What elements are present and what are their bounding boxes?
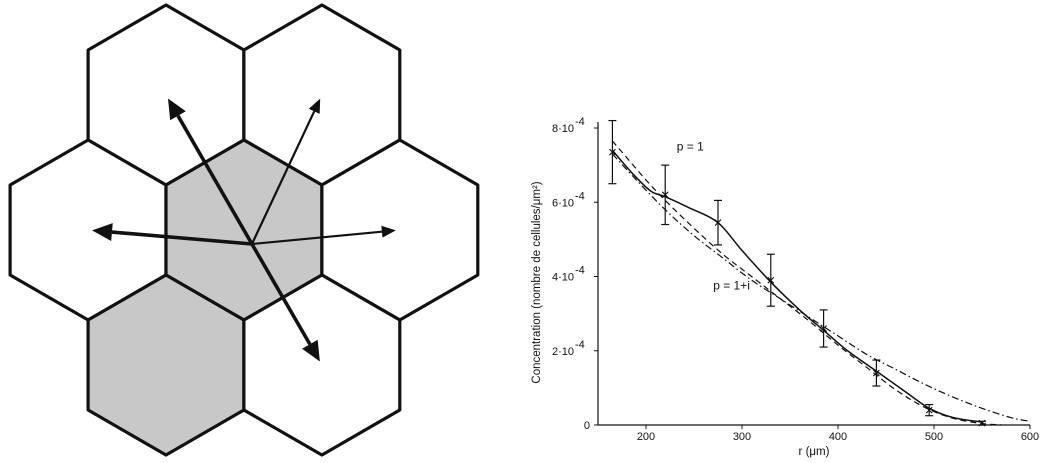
x-tick-label: 600 — [1021, 431, 1039, 443]
data-point-marker — [767, 276, 775, 284]
data-point-marker — [873, 369, 880, 377]
arrow-lower-right-shaft — [250, 243, 312, 346]
arrow-lower-right-head — [302, 339, 320, 362]
arrow-upper-right-head — [308, 98, 321, 114]
data-point-marker — [978, 419, 986, 427]
data-point-marker — [820, 325, 827, 332]
chart-labels: p = 1 p = 1+i — [677, 139, 750, 292]
migration-arrows — [92, 98, 396, 362]
series-line-solid — [611, 149, 983, 423]
y-tick-label: 2·10 — [552, 346, 574, 358]
arrow-left-shaft — [111, 230, 253, 246]
curve-annotation: p = 1 — [677, 139, 704, 153]
hexagonal-migration-diagram — [8, 3, 480, 457]
curve-annotation: p = 1+i — [713, 278, 750, 292]
arrow-upper-right-shaft — [250, 110, 316, 245]
hex-cell — [242, 273, 402, 457]
data-point-marker — [925, 406, 933, 414]
chart-markers — [608, 119, 986, 427]
y-tick-exponent: -4 — [575, 265, 585, 277]
data-point-marker — [609, 148, 616, 156]
chart-curves — [611, 140, 1031, 426]
y-tick-exponent: -4 — [575, 190, 585, 202]
data-point-marker — [714, 219, 722, 227]
y-tick-exponent: -4 — [575, 339, 585, 351]
y-axis-label: Concentration (nombre de cellules/μm²) — [531, 181, 543, 383]
x-tick-label: 500 — [925, 431, 943, 443]
arrow-left-head — [92, 223, 113, 242]
concentration-chart: 200 300 400 500 60002·10-44·10-46·10-48·10-4… — [531, 116, 1039, 458]
arrow-right-shaft — [251, 230, 383, 246]
x-tick-label: 400 — [829, 431, 847, 443]
y-tick-label: 8·10 — [552, 123, 574, 135]
y-tick-label: 6·10 — [552, 197, 574, 209]
series-line-dashed — [611, 140, 1002, 426]
x-tick-label: 300 — [733, 431, 751, 443]
arrow-right-head — [381, 225, 396, 238]
arrow-upper-left-head — [167, 98, 186, 121]
hex-cells — [8, 3, 480, 457]
y-tick-label: 4·10 — [552, 272, 574, 284]
x-axis-label: r (μm) — [799, 446, 830, 458]
x-tick-label: 200 — [637, 431, 655, 443]
series-line-dashdot — [611, 153, 1031, 422]
arrow-upper-left-shaft — [176, 114, 254, 245]
y-tick-label: 0 — [584, 420, 590, 432]
y-tick-exponent: -4 — [575, 116, 585, 128]
chart-axes: 200 300 400 500 60002·10-44·10-46·10-48·10-4… — [531, 116, 1039, 458]
data-point-marker — [661, 191, 669, 199]
